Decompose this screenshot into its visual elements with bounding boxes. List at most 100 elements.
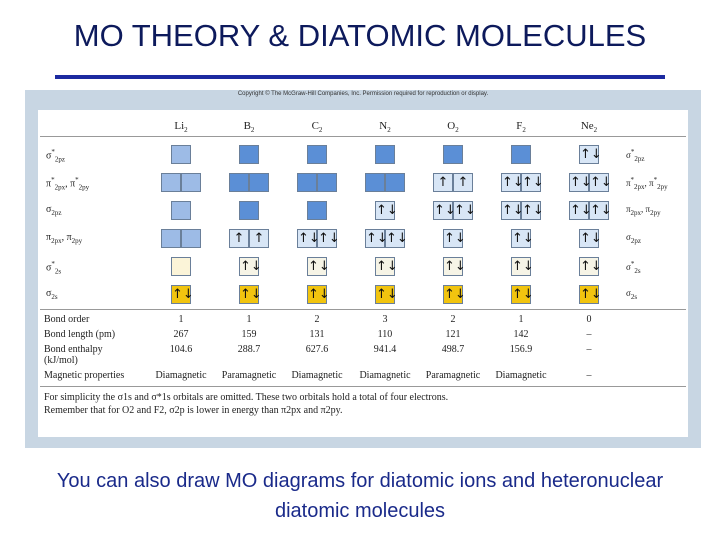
orbital-box	[249, 173, 269, 192]
orbital-box: ↑	[249, 229, 269, 248]
orbital-box: ↑↓	[307, 257, 330, 276]
slide-title: MO THEORY & DIATOMIC MOLECULES	[73, 18, 647, 53]
subscript: 2	[250, 126, 255, 135]
property-value: 498.7	[441, 344, 465, 355]
orbital-label-right: σ*2s	[626, 260, 641, 275]
orbital-box	[229, 173, 249, 192]
property-value: 2	[314, 314, 320, 325]
property-label: Bond enthalpy	[44, 344, 103, 355]
orbital-box	[297, 173, 317, 192]
separator: ,	[641, 204, 646, 214]
superscript: *	[51, 148, 55, 156]
property-value: 156.9	[509, 344, 533, 355]
orbital-box: ↑↓	[589, 173, 612, 192]
property-value: 288.7	[237, 344, 261, 355]
subscript: 2py	[657, 182, 668, 191]
subscript: 2py	[650, 208, 661, 217]
element: B	[243, 120, 251, 132]
orbital-box: ↑↓	[375, 201, 398, 220]
symbol: σ	[46, 150, 52, 162]
orbital-label-right: σ*2pz	[626, 148, 644, 163]
property-value: 131	[309, 329, 325, 340]
symbol: π	[66, 232, 72, 243]
mo-table: Li2 B2 C2 N2 O2 F2 Ne2 σ*2pz σ*2pz π*2px, π*2py π*…	[38, 110, 688, 437]
subscript: 2pz	[54, 155, 65, 164]
orbital-box: ↑↓	[443, 257, 466, 276]
orbital-box: ↑↓	[511, 229, 534, 248]
subscript: 2px	[51, 237, 62, 245]
subscript: 2	[184, 126, 188, 135]
symbol: σ	[626, 262, 631, 272]
orbital-box	[171, 257, 191, 276]
orbital-box	[307, 145, 327, 164]
property-label: Magnetic properties	[44, 370, 125, 381]
subscript: 2px	[54, 183, 66, 192]
orbital-label-right: σ2s	[626, 288, 637, 301]
property-value: Paramagnetic	[425, 370, 481, 381]
property-value: 142	[513, 329, 529, 340]
property-value: Diamagnetic	[359, 370, 411, 381]
property-value: 110	[377, 329, 393, 340]
subscript: 2pz	[630, 236, 641, 245]
orbital-box	[365, 173, 385, 192]
divider	[40, 309, 686, 310]
divider	[40, 386, 686, 387]
element: N	[379, 120, 388, 132]
superscript: *	[51, 176, 55, 184]
orbital-box	[181, 229, 201, 248]
superscript: *	[630, 148, 635, 156]
element: C	[311, 120, 319, 132]
separator: ,	[65, 178, 71, 190]
orbital-box: ↑↓	[317, 229, 340, 248]
orbital-box: ↑	[229, 229, 249, 248]
orbital-box: ↑↓	[579, 145, 602, 164]
orbital-box	[307, 201, 327, 220]
orbital-box: ↑↓	[579, 257, 602, 276]
property-unit: (kJ/mol)	[44, 355, 78, 366]
symbol: σ	[46, 262, 52, 274]
orbital-label-left: π2px, π2py	[46, 232, 82, 245]
orbital-box: ↑↓	[569, 201, 592, 220]
orbital-box	[511, 145, 531, 164]
orbital-box: ↑↓	[239, 257, 262, 276]
subscript: 2s	[51, 293, 58, 301]
orbital-box: ↑↓	[511, 257, 534, 276]
subscript: 2	[522, 126, 526, 135]
superscript: *	[75, 176, 79, 184]
orbital-box: ↑↓	[589, 201, 612, 220]
superscript: *	[653, 176, 658, 184]
symbol: σ	[626, 150, 631, 160]
orbital-box: ↑↓	[521, 173, 544, 192]
subscript: 2s	[634, 266, 641, 275]
separator: ,	[644, 178, 650, 188]
orbital-label-left: σ*2pz	[46, 148, 65, 163]
orbital-label-left: σ*2s	[46, 260, 61, 275]
orbital-label-right: π*2px, π*2py	[626, 176, 668, 191]
orbital-label-right: π2px, π2py	[626, 204, 661, 217]
subscript: 2	[387, 126, 391, 135]
orbital-box: ↑↓	[433, 201, 456, 220]
molecule-header: N2	[355, 120, 415, 134]
element: F	[516, 120, 523, 132]
copyright: Copyright © The McGraw-Hill Companies, I…	[237, 91, 489, 97]
property-value: Diamagnetic	[495, 370, 547, 381]
property-value: 121	[445, 329, 461, 340]
property-label: Bond order	[44, 314, 90, 325]
orbital-box: ↑↓	[375, 285, 398, 304]
header-band	[40, 116, 686, 137]
subscript: 2s	[54, 267, 62, 276]
symbol: π	[46, 232, 52, 243]
property-value: Paramagnetic	[221, 370, 277, 381]
property-value: 1	[518, 314, 524, 325]
subscript: 2px	[630, 208, 642, 217]
orbital-box: ↑↓	[501, 201, 524, 220]
property-value: –	[586, 329, 592, 340]
orbital-box: ↑↓	[307, 285, 330, 304]
property-value: 1	[178, 314, 184, 325]
symbol: σ	[626, 288, 631, 298]
orbital-box: ↑↓	[453, 201, 476, 220]
orbital-box	[181, 173, 201, 192]
orbital-box: ↑↓	[579, 285, 602, 304]
symbol: σ	[46, 288, 52, 299]
molecule-header: O2	[423, 120, 483, 134]
